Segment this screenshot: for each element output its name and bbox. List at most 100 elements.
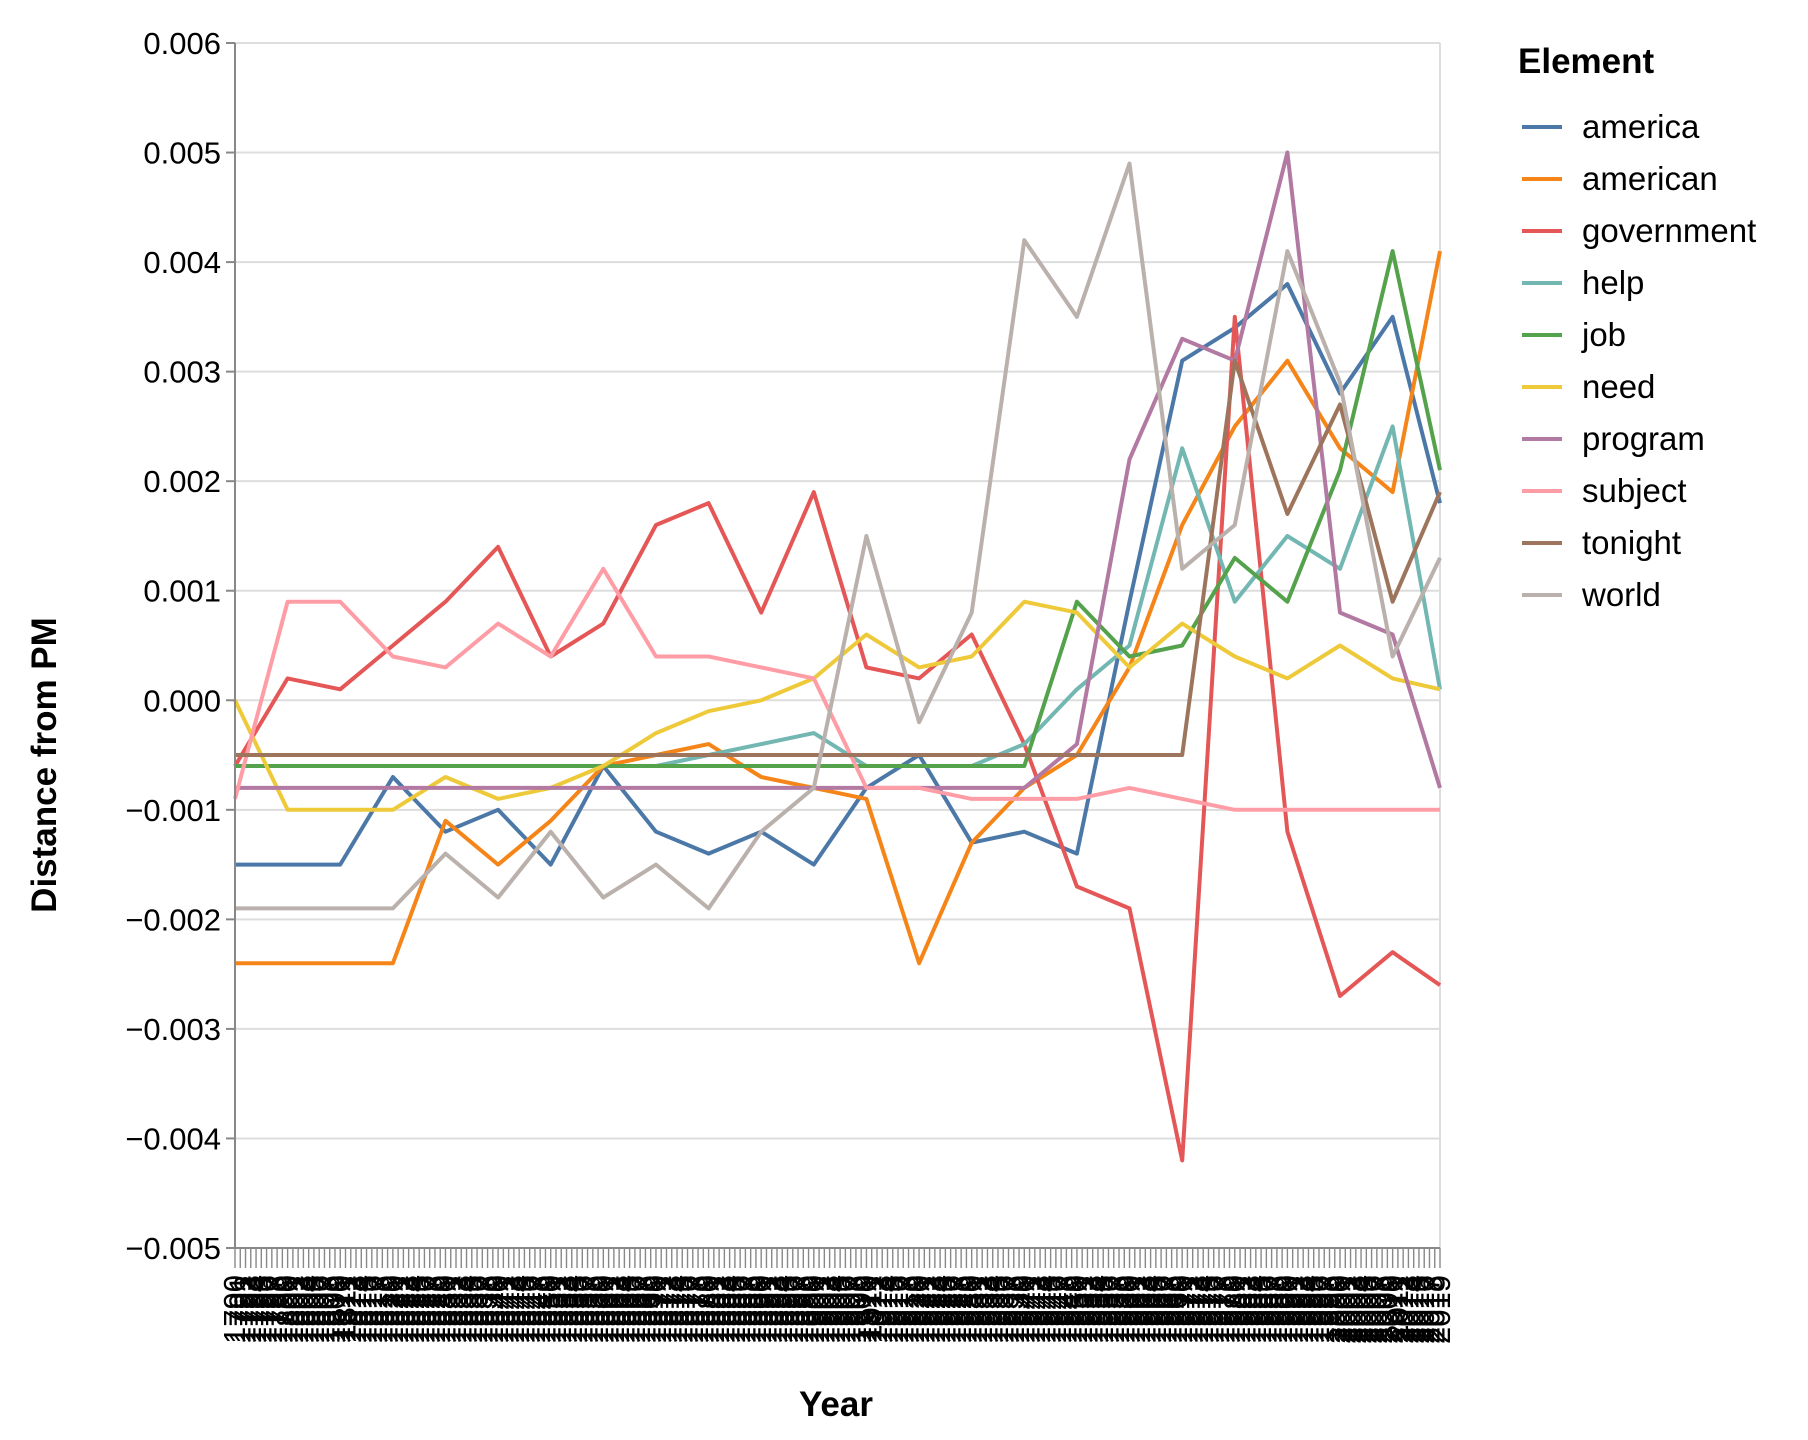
axes bbox=[234, 43, 1440, 1249]
x-tick-label: 1962 bbox=[1122, 1275, 1157, 1344]
x-tick-label: 1830 bbox=[428, 1275, 463, 1344]
x-tick-label: 1970 bbox=[1164, 1275, 1199, 1344]
x-tick-label: 1903 bbox=[812, 1275, 847, 1344]
x-tick-label: 1952 bbox=[1069, 1275, 1104, 1344]
x-tick-label: 1980 bbox=[1217, 1275, 1252, 1344]
x-tick-label: 1900 bbox=[796, 1275, 831, 1344]
x-tick-label: 1820 bbox=[375, 1275, 410, 1344]
x-tick-label: 1860 bbox=[585, 1275, 620, 1344]
x-tick-label: 1814 bbox=[343, 1275, 378, 1344]
x-tick-label: 1930 bbox=[954, 1275, 989, 1344]
x-tick-label: 1983 bbox=[1233, 1275, 1268, 1344]
x-tick-label: 1876 bbox=[670, 1275, 705, 1344]
x-tick-label: 1793 bbox=[233, 1275, 268, 1344]
x-tick-label: 1832 bbox=[438, 1275, 473, 1344]
x-tick-label: 1958 bbox=[1101, 1275, 1136, 1344]
x-tick-label: 1812 bbox=[333, 1275, 368, 1344]
x-tick-label: 1918 bbox=[891, 1275, 926, 1344]
x-tick-label: 1884 bbox=[712, 1275, 747, 1344]
x-tick-label: 1816 bbox=[354, 1275, 389, 1344]
legend-item-tonight: tonight bbox=[1522, 524, 1681, 561]
x-tick-label: 1933 bbox=[970, 1275, 1005, 1344]
legend-label: america bbox=[1582, 108, 1700, 145]
x-tick-label: 1808 bbox=[312, 1275, 347, 1344]
x-tick-label: 1940 bbox=[1006, 1275, 1041, 1344]
x-tick-label: 2004 bbox=[1343, 1275, 1378, 1344]
x-tick-label: 1925 bbox=[927, 1275, 962, 1344]
x-tick-label: 1907 bbox=[833, 1275, 868, 1344]
x-tick-label: 1807 bbox=[307, 1275, 342, 1344]
x-tick-label: 1948 bbox=[1048, 1275, 1083, 1344]
x-tick-label: 1943 bbox=[1022, 1275, 1057, 1344]
y-tick-label: −0.002 bbox=[125, 902, 221, 937]
series-line-job bbox=[235, 249, 1442, 768]
x-tick-label: 1824 bbox=[396, 1275, 431, 1344]
x-tick-label: 1917 bbox=[885, 1275, 920, 1344]
x-tick-label: 1798 bbox=[259, 1275, 294, 1344]
x-tick-label: 1818 bbox=[364, 1275, 399, 1344]
y-tick-label: −0.003 bbox=[125, 1012, 221, 1047]
x-tick-label: 1961 bbox=[1117, 1275, 1152, 1344]
x-tick-label: 1886 bbox=[722, 1275, 757, 1344]
series-line-tonight bbox=[235, 358, 1442, 757]
x-tick-label: 1827 bbox=[412, 1275, 447, 1344]
x-tick-label: 1800 bbox=[270, 1275, 305, 1344]
x-tick-label: 2017 bbox=[1412, 1275, 1447, 1344]
x-tick-label: 1894 bbox=[764, 1275, 799, 1344]
x-tick-label: 1888 bbox=[733, 1275, 768, 1344]
series-line-program bbox=[235, 150, 1442, 790]
x-tick-label: 2003 bbox=[1338, 1275, 1373, 1344]
x-tick-label: 1874 bbox=[659, 1275, 694, 1344]
x-tick-label: 1846 bbox=[512, 1275, 547, 1344]
x-tick-label: 1941 bbox=[1012, 1275, 1047, 1344]
x-tick-label: 1897 bbox=[780, 1275, 815, 1344]
y-tick-label: 0.004 bbox=[143, 245, 221, 280]
x-tick-label: 1959 bbox=[1106, 1275, 1141, 1344]
x-tick-label: 1862 bbox=[596, 1275, 631, 1344]
x-tick-label: 1823 bbox=[391, 1275, 426, 1344]
x-tick-label: 1929 bbox=[948, 1275, 983, 1344]
y-tick-label: −0.001 bbox=[125, 793, 221, 828]
y-axis-title: Distance from PM bbox=[25, 617, 64, 913]
x-tick-label: 1985 bbox=[1243, 1275, 1278, 1344]
x-tick-label: 1904 bbox=[817, 1275, 852, 1344]
x-tick-label: 1833 bbox=[443, 1275, 478, 1344]
x-tick-label: 1794 bbox=[238, 1275, 273, 1344]
x-tick-label: 1908 bbox=[838, 1275, 873, 1344]
x-tick-label: 1926 bbox=[933, 1275, 968, 1344]
x-tick-label: 1889 bbox=[738, 1275, 773, 1344]
x-tick-label: 1855 bbox=[559, 1275, 594, 1344]
x-tick-label: 2012 bbox=[1385, 1275, 1420, 1344]
x-tick-label: 1969 bbox=[1159, 1275, 1194, 1344]
x-tick-label: 1859 bbox=[580, 1275, 615, 1344]
x-tick-label: 1989 bbox=[1264, 1275, 1299, 1344]
legend-label: american bbox=[1582, 160, 1718, 197]
x-tick-label: 1947 bbox=[1043, 1275, 1078, 1344]
x-tick-label: 1841 bbox=[485, 1275, 520, 1344]
x-tick-label: 1806 bbox=[301, 1275, 336, 1344]
x-tick-label: 1858 bbox=[575, 1275, 610, 1344]
x-tick-label: 1922 bbox=[912, 1275, 947, 1344]
x-tick-label: 1850 bbox=[533, 1275, 568, 1344]
legend-label: world bbox=[1581, 576, 1661, 613]
x-tick-label: 1988 bbox=[1259, 1275, 1294, 1344]
x-tick-label: 2011 bbox=[1380, 1275, 1415, 1342]
x-tick-label: 2015 bbox=[1401, 1275, 1436, 1344]
x-tick-label: 1981 bbox=[1222, 1275, 1257, 1344]
x-tick-label: 1956 bbox=[1091, 1275, 1126, 1344]
x-tick-label: 1936 bbox=[985, 1275, 1020, 1344]
x-tick-label: 1899 bbox=[791, 1275, 826, 1344]
x-tick-label: 1882 bbox=[701, 1275, 736, 1344]
x-axis-title: Year bbox=[799, 1385, 873, 1424]
x-tick-label: 1796 bbox=[249, 1275, 284, 1344]
x-tick-label: 1805 bbox=[296, 1275, 331, 1344]
x-tick-label: 2016 bbox=[1406, 1275, 1441, 1344]
x-tick-label: 1998 bbox=[1312, 1275, 1347, 1344]
x-tick-label: 1950 bbox=[1059, 1275, 1094, 1344]
x-tick-label: 1831 bbox=[433, 1275, 468, 1344]
x-tick-label: 1868 bbox=[627, 1275, 662, 1344]
x-tick-label: 1994 bbox=[1290, 1275, 1325, 1344]
x-tick-label: 2013 bbox=[1390, 1275, 1425, 1344]
x-tick-label: 1840 bbox=[480, 1275, 515, 1344]
